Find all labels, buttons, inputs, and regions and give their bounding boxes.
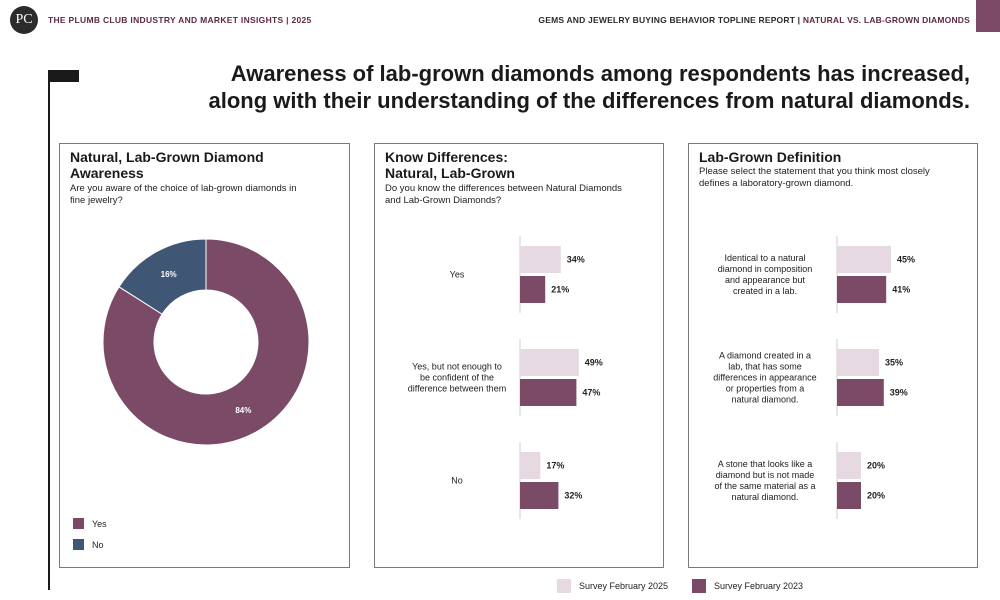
definition-subtitle-line-2: defines a laboratory-grown diamond. [699, 178, 854, 189]
legend-label-2023: Survey February 2023 [714, 581, 804, 591]
header-left-text: THE PLUMB CLUB INDUSTRY AND MARKET INSIG… [48, 15, 312, 25]
differences-value-label: 49% [585, 358, 603, 368]
headline-line-1: Awareness of lab-grown diamonds among re… [230, 61, 970, 86]
definition-category-label: lab, that has some [728, 362, 802, 372]
differences-value-label: 47% [582, 388, 600, 398]
awareness-title-line-2: Awareness [70, 165, 144, 181]
differences-bar-2025 [520, 349, 579, 376]
left-rule [48, 82, 50, 590]
differences-category-label: Yes, but not enough to [412, 362, 502, 372]
definition-bar-2025 [837, 246, 891, 273]
definition-category-label: natural diamond. [731, 492, 798, 502]
legend-swatch-no [73, 539, 84, 550]
definition-category-label: created in a lab. [733, 286, 797, 296]
definition-category-label: diamond but is not made [716, 470, 815, 480]
legend-swatch-2023 [692, 579, 706, 593]
header-accent-block [976, 0, 1000, 32]
differences-title: Know Differences: Natural, Lab-Grown [385, 149, 515, 181]
definition-bar-2023 [837, 379, 884, 406]
differences-category-label: difference between them [408, 384, 506, 394]
donut-slice-yes [102, 238, 310, 446]
definition-panel: Lab-Grown Definition Please select the s… [688, 143, 978, 568]
differences-category-label: Yes [450, 270, 465, 280]
awareness-subtitle-line-1: Are you aware of the choice of lab-grown… [70, 183, 297, 194]
definition-value-label: 45% [897, 255, 915, 265]
legend-survey-2023: Survey February 2023 [692, 579, 803, 593]
definition-category-label: A diamond created in a [719, 351, 811, 361]
definition-value-label: 41% [892, 285, 910, 295]
differences-value-label: 32% [564, 491, 582, 501]
page-headline: Awareness of lab-grown diamonds among re… [80, 60, 970, 114]
differences-value-label: 21% [551, 285, 569, 295]
definition-title: Lab-Grown Definition [699, 149, 842, 165]
report-section: NATURAL VS. LAB-GROWN DIAMONDS [802, 15, 970, 25]
differences-title-line-1: Know Differences: [385, 149, 508, 165]
definition-value-label: 35% [885, 358, 903, 368]
awareness-title: Natural, Lab-Grown Diamond Awareness [70, 149, 264, 181]
definition-category-label: A stone that looks like a [718, 459, 813, 469]
legend-item-no: No [73, 539, 104, 550]
definition-category-label: or properties from a [726, 384, 805, 394]
definition-bar-2023 [837, 482, 861, 509]
legend-swatch-2025 [557, 579, 571, 593]
donut-label-yes: 84% [235, 406, 251, 415]
definition-category-label: and appearance but [725, 275, 806, 285]
differences-category-label: be confident of the [420, 373, 494, 383]
differences-title-line-2: Natural, Lab-Grown [385, 165, 515, 181]
differences-category-label: No [451, 476, 463, 486]
definition-value-label: 39% [890, 388, 908, 398]
plumb-club-logo: PC [10, 6, 38, 34]
definition-category-label: natural diamond. [731, 395, 798, 405]
differences-panel: Know Differences: Natural, Lab-Grown Do … [374, 143, 664, 568]
legend-item-yes: Yes [73, 518, 107, 529]
legend-survey-2025: Survey February 2025 [557, 579, 668, 593]
definition-bar-2025 [837, 349, 879, 376]
legend-label-2025: Survey February 2025 [579, 581, 669, 591]
definition-subtitle-line-1: Please select the statement that you thi… [699, 166, 930, 177]
differences-bar-2023 [520, 379, 577, 406]
definition-category-label: differences in appearance [713, 373, 816, 383]
title-accent-bar [48, 70, 79, 82]
awareness-subtitle: Are you aware of the choice of lab-grown… [70, 183, 297, 207]
legend-label-no: No [92, 539, 104, 550]
legend-label-yes: Yes [92, 518, 107, 529]
differences-value-label: 17% [546, 461, 564, 471]
definition-value-label: 20% [867, 491, 885, 501]
legend-swatch-yes [73, 518, 84, 529]
definition-category-label: Identical to a natural [724, 253, 805, 263]
differences-bar-2025 [520, 246, 561, 273]
donut-slice-no [118, 238, 207, 315]
header-right-text: GEMS AND JEWELRY BUYING BEHAVIOR TOPLINE… [538, 15, 970, 25]
awareness-donut-chart: 84% 16% [102, 238, 310, 446]
awareness-title-line-1: Natural, Lab-Grown Diamond [70, 149, 264, 165]
headline-line-2: along with their understanding of the di… [208, 88, 970, 113]
report-name: GEMS AND JEWELRY BUYING BEHAVIOR TOPLINE… [538, 15, 803, 25]
donut-label-no: 16% [161, 270, 177, 279]
definition-value-label: 20% [867, 461, 885, 471]
awareness-panel: Natural, Lab-Grown Diamond Awareness Are… [59, 143, 350, 568]
differences-subtitle-line-1: Do you know the differences between Natu… [385, 183, 622, 194]
definition-category-label: diamond in composition [718, 264, 813, 274]
definition-bar-2023 [837, 276, 887, 303]
differences-subtitle: Do you know the differences between Natu… [385, 183, 622, 207]
differences-bar-2023 [520, 482, 559, 509]
differences-bar-2023 [520, 276, 546, 303]
differences-subtitle-line-2: and Lab-Grown Diamonds? [385, 195, 502, 206]
differences-value-label: 34% [567, 255, 585, 265]
awareness-subtitle-line-2: fine jewelry? [70, 195, 123, 206]
definition-category-label: of the same material as a [714, 481, 815, 491]
differences-bar-2025 [520, 452, 541, 479]
definition-bar-2025 [837, 452, 861, 479]
definition-subtitle: Please select the statement that you thi… [699, 166, 930, 190]
